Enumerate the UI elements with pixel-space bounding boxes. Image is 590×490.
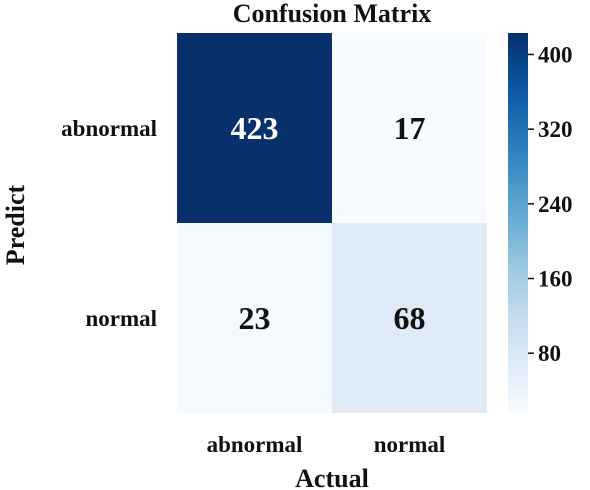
heatmap-cell [177,223,332,413]
colorbar-tick-label: 80 [538,341,561,366]
chart-title: Confusion Matrix [233,0,432,28]
x-tick-label: abnormal [207,432,303,457]
cell-value-label: 17 [394,110,426,146]
colorbar-ticks: 80 160 240 320 400 [528,42,573,366]
cell-value-label: 68 [394,300,426,336]
colorbar-tick-label: 240 [538,192,573,217]
colorbar-tick-label: 400 [538,42,573,67]
cell-value-label: 23 [239,300,271,336]
heatmap-cell [332,33,487,223]
y-tick-labels: abnormal normal [61,116,157,331]
heatmap-cell [332,223,487,413]
heatmap-cell [177,33,332,223]
y-axis-label: Predict [1,184,30,265]
colorbar-tick-label: 160 [538,267,573,292]
cell-value-label: 423 [231,110,279,146]
heatmap-cell-labels: 423 17 23 68 [231,110,426,336]
y-tick-label: normal [85,306,157,331]
colorbar [508,33,528,412]
x-tick-labels: abnormal normal [207,432,446,457]
y-tick-label: abnormal [61,116,157,141]
x-tick-label: normal [374,432,446,457]
colorbar-tick-label: 320 [538,117,573,142]
heatmap-cells [177,33,487,413]
x-axis-label: Actual [295,464,369,490]
